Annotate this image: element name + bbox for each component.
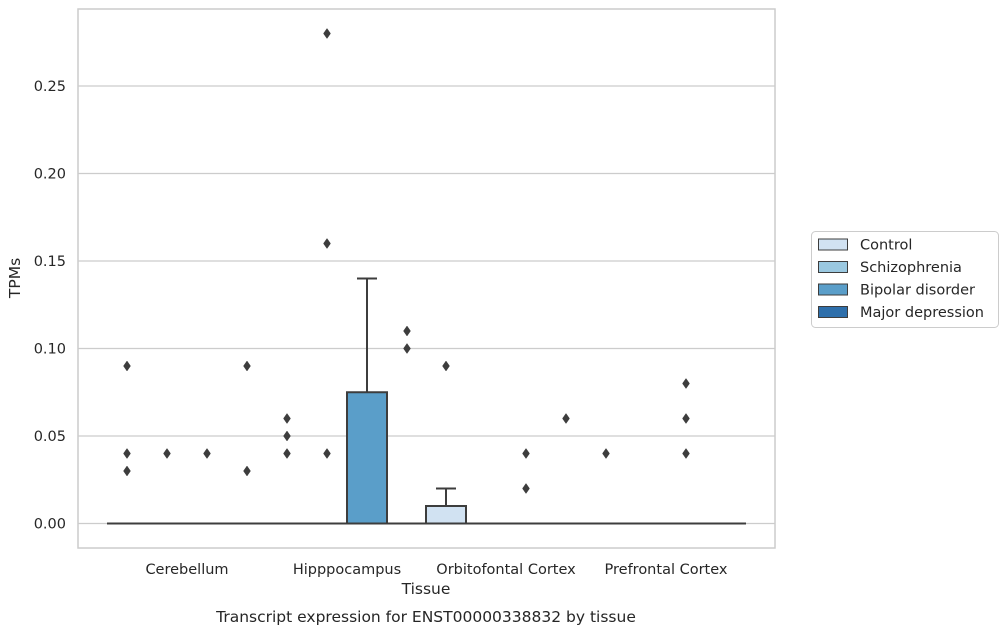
y-tick-label: 0.20	[34, 167, 66, 183]
y-tick-label: 0.05	[34, 429, 66, 445]
box-body	[425, 505, 467, 525]
outlier-point	[403, 325, 411, 337]
outlier-point	[323, 28, 331, 39]
outlier-point	[163, 448, 171, 459]
legend-swatch	[818, 283, 848, 296]
legend-swatch	[818, 306, 848, 318]
outlier-point	[243, 360, 251, 372]
box-bipolar-disorder	[506, 448, 546, 525]
legend-label: Bipolar disorder	[860, 283, 975, 299]
outlier-point	[682, 448, 690, 459]
legend-swatch	[818, 261, 848, 273]
boxes	[107, 28, 746, 525]
outlier-point	[682, 378, 690, 389]
box-control	[267, 413, 307, 525]
box-schizophrenia	[307, 28, 347, 525]
y-tick-label: 0.00	[34, 517, 66, 533]
outlier-point	[123, 448, 131, 459]
outlier-point	[522, 483, 530, 494]
y-tick-label: 0.10	[34, 342, 66, 358]
box-bipolar-disorder	[346, 277, 388, 525]
outlier-point	[442, 360, 450, 372]
outlier-point	[682, 413, 690, 424]
outlier-point	[283, 413, 291, 424]
y-tick-label: 0.15	[34, 254, 66, 270]
legend-label: Major depression	[860, 305, 984, 321]
outlier-point	[283, 448, 291, 459]
outlier-point	[283, 430, 291, 442]
box-bipolar-disorder	[666, 378, 706, 525]
legend-swatch	[818, 238, 848, 251]
x-tick-label: Prefrontal Cortex	[605, 562, 728, 578]
outlier-point	[323, 448, 331, 459]
box-bipolar-disorder	[187, 448, 227, 525]
legend: Control Schizophrenia Bipolar disorder Majo…	[811, 231, 999, 328]
box-body	[346, 391, 388, 525]
legend-frame	[811, 231, 999, 328]
outlier-point	[203, 448, 211, 459]
plot-border	[77, 8, 776, 549]
box-major-depression	[546, 413, 586, 525]
x-axis-ticks: Cerebellum Hipppocampus Orbitofontal Corte…	[145, 562, 727, 578]
legend-label: Control	[860, 238, 912, 254]
outlier-point	[123, 360, 131, 372]
x-tick-label: Cerebellum	[145, 562, 228, 578]
box-major-depression	[387, 325, 427, 525]
box-control	[107, 360, 147, 525]
outlier-point	[323, 238, 331, 249]
box-control	[586, 448, 626, 525]
outlier-point	[243, 465, 251, 477]
outlier-point	[522, 448, 530, 459]
legend-label: Schizophrenia	[860, 260, 962, 276]
x-tick-label: Orbitofontal Cortex	[436, 562, 576, 578]
y-axis-label: TPMs	[6, 258, 24, 299]
box-schizophrenia	[147, 448, 187, 525]
box-control	[425, 360, 467, 525]
x-tick-label: Hipppocampus	[293, 562, 401, 578]
chart-caption: Transcript expression for ENST0000033883…	[215, 608, 636, 626]
plot-frame	[77, 8, 776, 549]
outlier-point	[123, 465, 131, 477]
gridlines	[78, 85, 775, 525]
y-tick-label: 0.25	[34, 79, 66, 95]
outlier-point	[562, 413, 570, 424]
outlier-point	[403, 343, 411, 354]
box-major-depression	[227, 360, 267, 525]
outlier-point	[602, 448, 610, 459]
x-axis-label: Tissue	[401, 580, 451, 598]
y-axis-ticks: 0.00 0.05 0.10 0.15 0.20 0.25	[34, 79, 66, 533]
